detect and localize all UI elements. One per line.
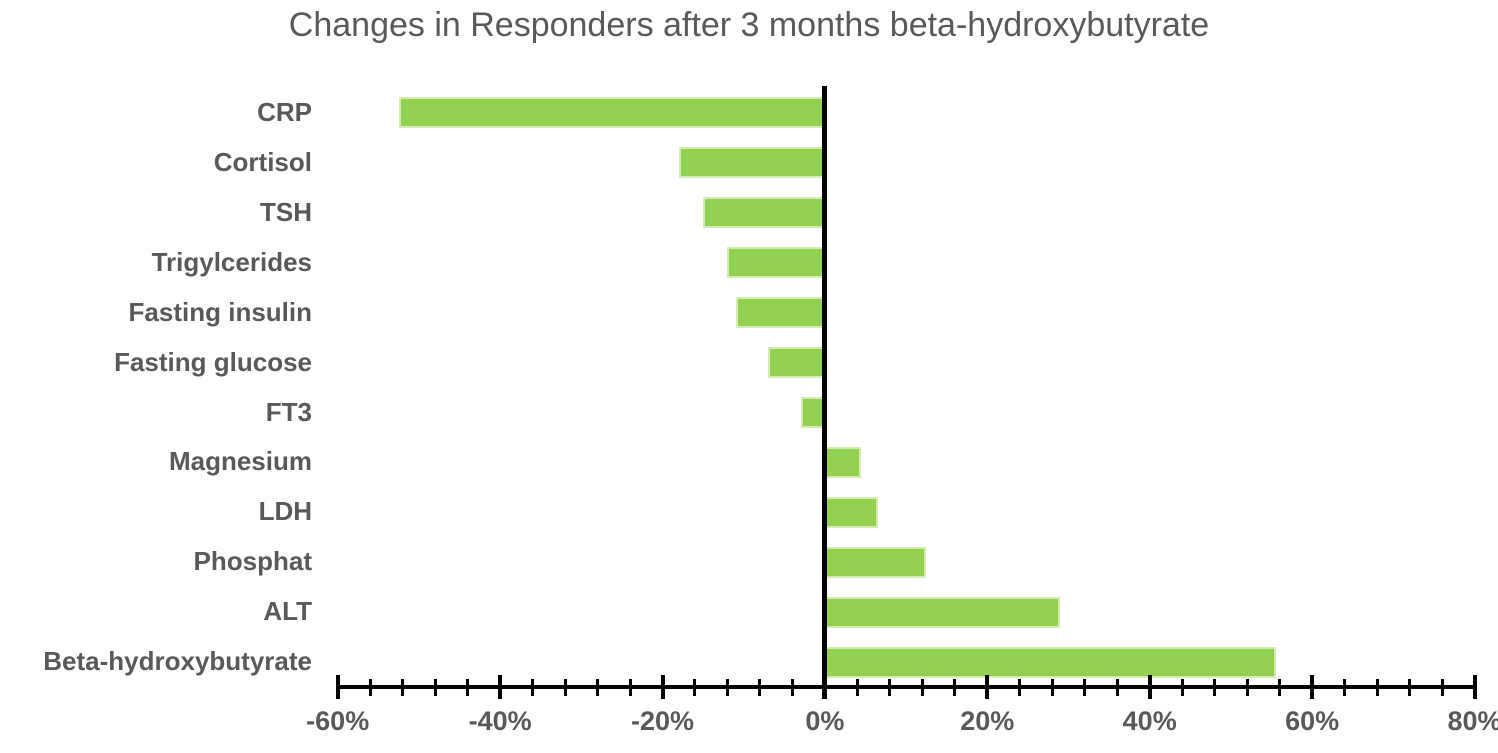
x-axis-minor-tick — [1115, 678, 1119, 696]
x-axis-minor-tick — [1083, 678, 1087, 696]
x-axis-minor-tick — [855, 678, 859, 696]
bar-magnesium — [824, 446, 862, 478]
zero-axis-line — [822, 86, 828, 699]
x-axis-minor-tick — [1213, 678, 1217, 696]
x-axis-minor-tick — [368, 678, 372, 696]
x-tick-label-neg40pct: -40% — [468, 706, 532, 736]
x-axis-minor-tick — [1440, 678, 1444, 696]
bar-cortisol — [678, 147, 825, 179]
x-tick-label-20pct: 20% — [960, 706, 1015, 736]
x-axis-minor-tick — [693, 678, 697, 696]
x-axis-minor-tick — [433, 678, 437, 696]
x-tick-label-60pct: 60% — [1285, 706, 1340, 736]
category-label-alt: ALT — [263, 596, 312, 627]
bar-beta-hydroxybutyrate — [824, 646, 1276, 678]
x-axis-minor-tick — [790, 678, 794, 696]
x-axis-minor-tick — [628, 678, 632, 696]
x-axis-minor-tick — [1018, 678, 1022, 696]
x-axis-minor-tick — [1278, 678, 1282, 696]
x-axis-minor-tick — [1245, 678, 1249, 696]
x-axis-minor-tick — [1375, 678, 1379, 696]
x-axis-major-tick — [822, 675, 827, 699]
bar-crp — [398, 97, 825, 129]
x-tick-label-80pct: 80% — [1447, 706, 1498, 736]
category-label-ft3: FT3 — [265, 396, 312, 427]
x-axis-minor-tick — [563, 678, 567, 696]
category-label-trigylcerides: Trigylcerides — [151, 246, 312, 277]
bar-fasting-insulin — [735, 297, 825, 329]
x-axis-minor-tick — [531, 678, 535, 696]
x-axis-minor-tick — [758, 678, 762, 696]
bar-ft3 — [800, 396, 825, 428]
category-label-fasting-glucose: Fasting glucose — [114, 346, 312, 377]
x-axis-minor-tick — [725, 678, 729, 696]
x-tick-label-40pct: 40% — [1122, 706, 1177, 736]
category-label-crp: CRP — [257, 97, 312, 127]
x-axis-major-tick — [498, 675, 503, 699]
x-axis-minor-tick — [466, 678, 470, 696]
x-axis-minor-tick — [596, 678, 600, 696]
x-axis-minor-tick — [920, 678, 924, 696]
category-label-fasting-insulin: Fasting insulin — [128, 296, 312, 327]
x-axis-major-tick — [660, 675, 665, 699]
x-tick-label-neg20pct: -20% — [630, 706, 695, 736]
bar-fasting-glucose — [768, 347, 825, 379]
x-axis-minor-tick — [1408, 678, 1412, 696]
x-axis-minor-tick — [401, 678, 405, 696]
category-label-phosphat: Phosphat — [193, 546, 312, 577]
x-axis-major-tick — [335, 675, 340, 699]
bar-tsh — [703, 197, 825, 229]
x-tick-label-neg60pct: -60% — [306, 706, 370, 736]
x-axis-minor-tick — [888, 678, 892, 696]
bar-alt — [824, 596, 1061, 628]
category-label-beta-hydroxybutyrate: Beta-hydroxybutyrate — [43, 646, 312, 677]
x-axis-major-tick — [985, 675, 990, 699]
bar-phosphat — [824, 546, 927, 578]
category-label-magnesium: Magnesium — [168, 446, 312, 477]
x-axis-minor-tick — [1343, 678, 1347, 696]
x-axis-major-tick — [1310, 675, 1315, 699]
x-axis-line — [335, 685, 1477, 689]
x-axis-major-tick — [1147, 675, 1152, 699]
category-label-tsh: TSH — [260, 196, 312, 227]
x-axis-major-tick — [1472, 675, 1477, 699]
category-label-cortisol: Cortisol — [213, 146, 312, 177]
x-tick-label-0pct: 0% — [805, 706, 845, 736]
x-axis-minor-tick — [1050, 678, 1054, 696]
bar-trigylcerides — [727, 247, 825, 279]
bar-ldh — [824, 496, 878, 528]
category-label-ldh: LDH — [258, 496, 312, 527]
x-axis-minor-tick — [953, 678, 957, 696]
chart-title: Changes in Responders after 3 months bet… — [288, 6, 1210, 44]
x-axis-minor-tick — [1180, 678, 1184, 696]
